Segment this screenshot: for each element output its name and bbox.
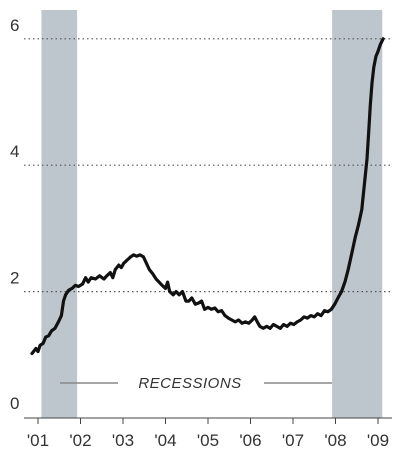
recession-label: RECESSIONS bbox=[138, 375, 241, 392]
x-tick-label-01: '01 bbox=[27, 431, 49, 450]
y-axis-labels: 0 2 4 6 bbox=[10, 16, 19, 413]
x-tick-label-05: '05 bbox=[197, 431, 219, 450]
series-line bbox=[30, 37, 385, 356]
y-tick-label-2: 2 bbox=[10, 269, 19, 288]
x-tick-label-09: '09 bbox=[367, 431, 389, 450]
recession-bands bbox=[41, 10, 383, 418]
x-tick-label-08: '08 bbox=[324, 431, 346, 450]
x-tick-label-04: '04 bbox=[154, 431, 176, 450]
x-tick-label-07: '07 bbox=[282, 431, 304, 450]
x-axis-ticks bbox=[37, 418, 379, 424]
y-tick-label-4: 4 bbox=[10, 142, 19, 161]
x-axis-labels: '01 '02 '03 '04 '05 '06 '07 '08 '09 bbox=[27, 431, 389, 450]
recession-band-1 bbox=[41, 10, 78, 418]
x-tick-label-06: '06 bbox=[239, 431, 261, 450]
x-tick-label-02: '02 bbox=[69, 431, 91, 450]
y-tick-label-0: 0 bbox=[10, 394, 19, 413]
recession-legend: RECESSIONS bbox=[60, 375, 332, 392]
x-tick-label-03: '03 bbox=[112, 431, 134, 450]
y-tick-label-6: 6 bbox=[10, 16, 19, 35]
